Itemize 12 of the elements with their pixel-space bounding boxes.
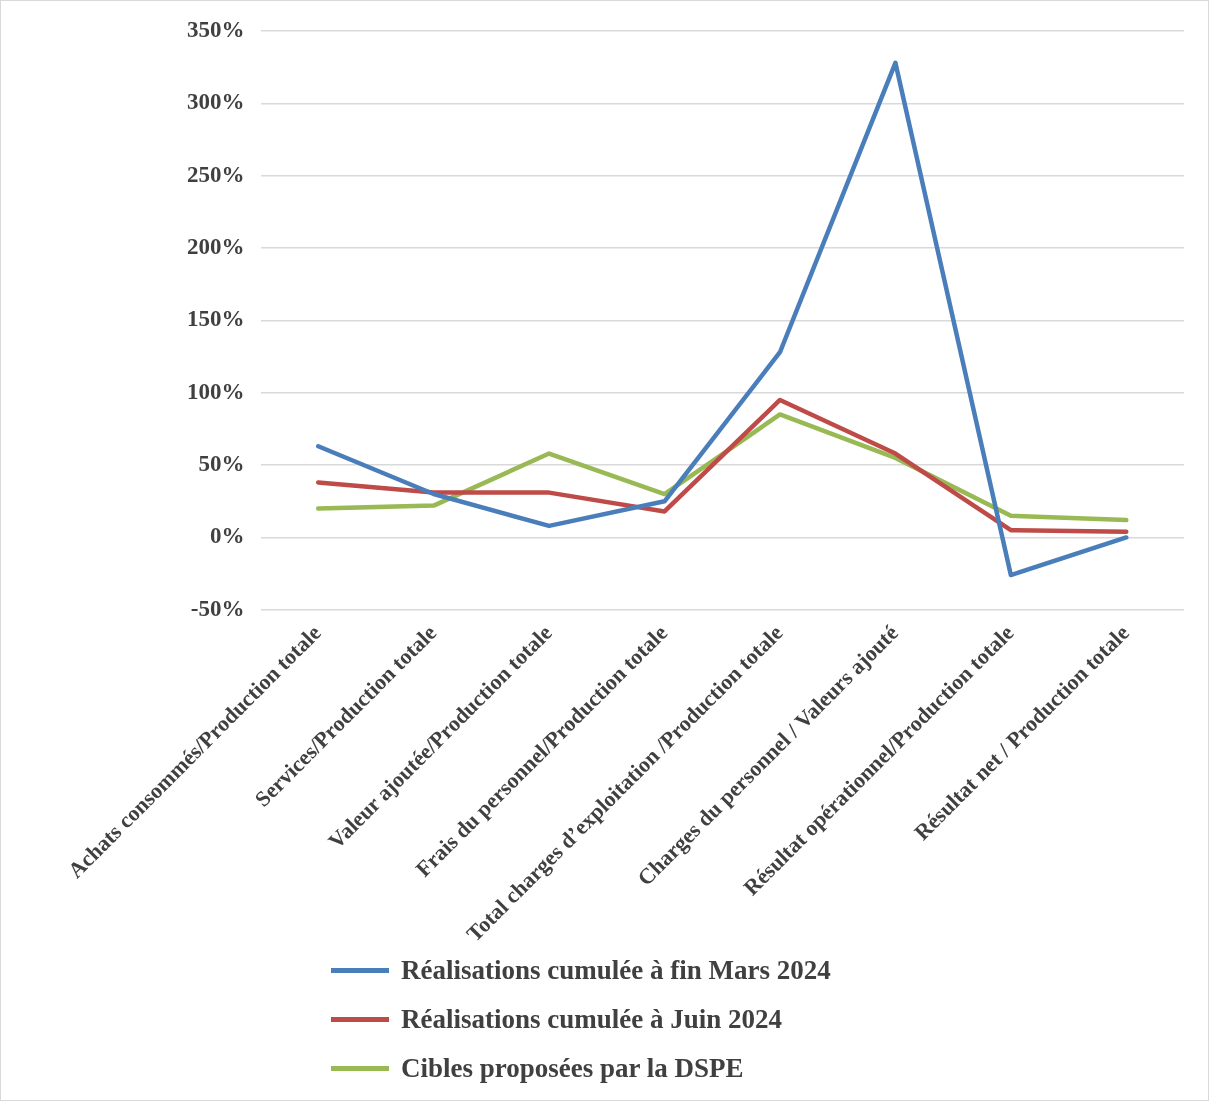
y-tick-label: 300%: [187, 89, 245, 115]
y-tick-label: 150%: [187, 306, 245, 332]
legend-label: Réalisations cumulée à Juin 2024: [401, 1004, 783, 1035]
y-tick-label: -50%: [190, 595, 245, 621]
y-tick-label: 50%: [198, 451, 245, 477]
y-tick-label: 350%: [187, 16, 245, 42]
y-tick-label: 100%: [187, 378, 245, 404]
legend-label: Cibles proposées par la DSPE: [401, 1053, 744, 1084]
y-tick-label: 250%: [187, 161, 245, 187]
y-tick-label: 0%: [210, 523, 245, 549]
y-tick-label: 200%: [187, 233, 245, 259]
legend-label: Réalisations cumulée à fin Mars 2024: [401, 955, 831, 986]
